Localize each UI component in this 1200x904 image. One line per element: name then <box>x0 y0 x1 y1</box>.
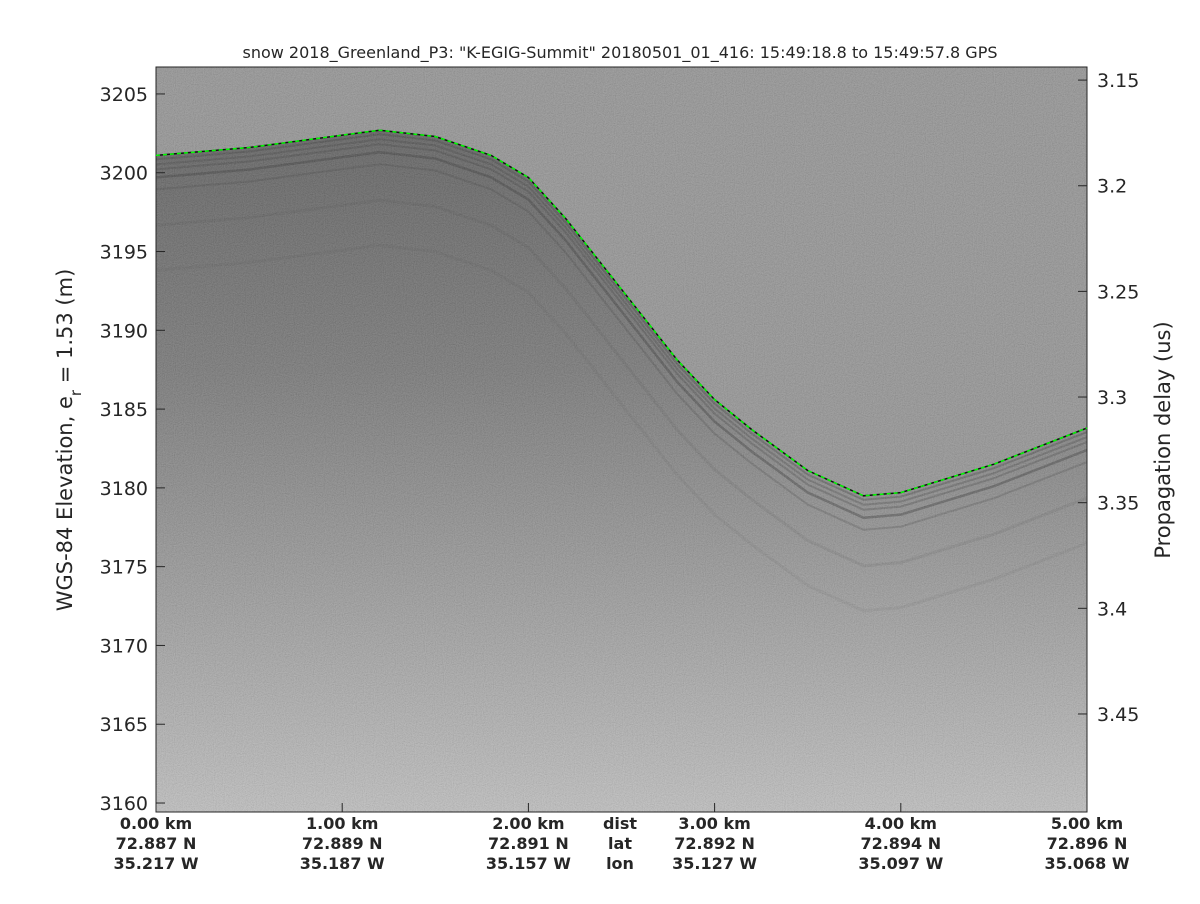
lat-label: 72.887 N <box>116 834 197 853</box>
y-tick-label: 3160 <box>100 793 148 815</box>
row-label: dist <box>603 814 637 833</box>
y2-tick-label: 3.3 <box>1097 387 1127 409</box>
y-tick-label: 3165 <box>100 714 148 736</box>
y-label-part: WGS-84 Elevation, e <box>53 396 77 611</box>
y2-tick-label: 3.4 <box>1097 598 1127 620</box>
y2-tick-label: 3.45 <box>1097 704 1139 726</box>
image-noise <box>156 67 1087 812</box>
y-tick-label: 3190 <box>100 320 148 342</box>
lat-label: 72.892 N <box>674 834 755 853</box>
y2-tick-label: 3.15 <box>1097 70 1139 92</box>
lon-label: 35.068 W <box>1045 854 1130 873</box>
y-tick-label: 3170 <box>100 635 148 657</box>
x-tick-label: 0.00 km <box>120 814 192 833</box>
x-tick-label: 4.00 km <box>865 814 937 833</box>
y-tick-label: 3195 <box>100 242 148 264</box>
x-tick-label: 2.00 km <box>492 814 564 833</box>
y-tick-label: 3205 <box>100 84 148 106</box>
y-label-sub: r <box>67 389 85 396</box>
row-label: lat <box>608 834 632 853</box>
lat-label: 72.889 N <box>302 834 383 853</box>
lon-label: 35.217 W <box>114 854 199 873</box>
x-tick-label: 5.00 km <box>1051 814 1123 833</box>
y2-tick-label: 3.25 <box>1097 281 1139 303</box>
y-tick-label: 3175 <box>100 557 148 579</box>
x-tick-label: 1.00 km <box>306 814 378 833</box>
lon-label: 35.157 W <box>486 854 571 873</box>
lat-label: 72.891 N <box>488 834 569 853</box>
lon-label: 35.097 W <box>858 854 943 873</box>
y-tick-label: 3185 <box>100 399 148 421</box>
y-label-part: = 1.53 (m) <box>53 269 77 390</box>
surface-line <box>155 129 1088 497</box>
y2-tick-label: 3.2 <box>1097 176 1127 198</box>
y-tick-label: 3200 <box>100 163 148 185</box>
y2-tick-label: 3.35 <box>1097 493 1139 515</box>
lat-label: 72.896 N <box>1047 834 1128 853</box>
chart-title: snow 2018_Greenland_P3: "K-EGIG-Summit" … <box>242 43 997 63</box>
plot-frame <box>155 66 1088 813</box>
lat-label: 72.894 N <box>860 834 941 853</box>
lon-label: 35.127 W <box>672 854 757 873</box>
row-label: lon <box>606 854 634 873</box>
y-axis-label: WGS-84 Elevation, er = 1.53 (m) <box>53 269 85 612</box>
x-tick-label: 3.00 km <box>678 814 750 833</box>
lon-label: 35.187 W <box>300 854 385 873</box>
radar-image <box>156 67 1087 812</box>
y2-axis-label: Propagation delay (us) <box>1151 321 1175 558</box>
y-tick-label: 3180 <box>100 478 148 500</box>
